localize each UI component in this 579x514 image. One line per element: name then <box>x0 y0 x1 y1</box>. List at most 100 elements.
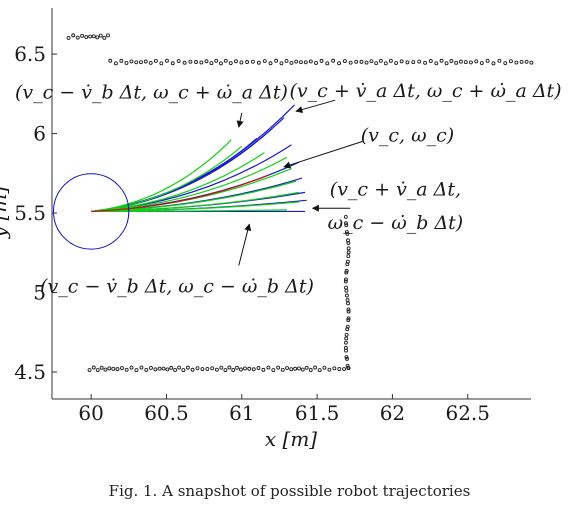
obstacle-point <box>80 33 85 38</box>
annotation-label: (v_c, ω_c) <box>361 125 454 147</box>
obstacle-point <box>113 61 118 66</box>
obstacle-point <box>106 33 110 38</box>
obstacle-point <box>234 59 238 64</box>
obstacle-point <box>345 324 350 329</box>
obstacle-point <box>242 366 247 371</box>
obstacle-point <box>417 59 422 64</box>
obstacle-point <box>344 285 348 290</box>
obstacle-point <box>161 366 166 371</box>
obstacle-point <box>239 60 244 65</box>
annotation-label: (v_c − v̇_b Δt, ω_c + ω̇_a Δt) <box>15 82 288 104</box>
obstacle-point <box>359 59 364 64</box>
axes <box>51 8 531 400</box>
obstacle-point <box>300 367 305 372</box>
obstacle-point <box>170 61 175 66</box>
obstacle-point <box>294 59 299 64</box>
obstacle-point <box>188 59 193 64</box>
obstacle-point <box>308 59 313 64</box>
obstacle-point <box>219 365 224 370</box>
obstacle-point <box>276 365 281 370</box>
x-tick-label: 60 <box>78 401 103 425</box>
obstacle-point <box>394 61 399 65</box>
obstacle-point <box>428 59 433 63</box>
obstacle-point <box>434 61 439 66</box>
trajectory-green <box>91 145 243 213</box>
obstacle-point <box>524 59 529 64</box>
obstacle-point <box>344 293 349 298</box>
obstacle-points <box>66 33 534 373</box>
annotation-arrow <box>236 112 244 128</box>
obstacle-point <box>214 367 219 372</box>
obstacle-point <box>279 61 284 66</box>
obstacle-point <box>159 61 164 66</box>
obstacle-point <box>342 59 347 64</box>
obstacle-point <box>337 366 342 371</box>
obstacle-point <box>176 59 181 63</box>
obstacle-point <box>204 59 209 64</box>
obstacle-point <box>195 366 200 371</box>
obstacle-point <box>327 367 332 372</box>
obstacle-point <box>71 33 76 38</box>
obstacle-point <box>411 60 416 65</box>
obstacle-point <box>346 365 351 370</box>
obstacle-point <box>344 221 348 226</box>
obstacle-point <box>181 368 186 373</box>
x-axis-label: x [m] <box>265 427 317 451</box>
obstacle-point <box>345 363 350 368</box>
obstacle-point <box>209 61 214 66</box>
obstacle-point <box>103 367 108 372</box>
obstacle-point <box>227 365 232 370</box>
obstacle-point <box>289 60 294 65</box>
obstacle-point <box>344 355 349 359</box>
obstacle-point <box>423 60 428 65</box>
obstacle-point <box>111 366 116 371</box>
obstacle-point <box>107 366 112 371</box>
y-ticks: 4.5 5 5.5 6 6.5 <box>14 42 57 384</box>
obstacle-point <box>91 365 96 370</box>
obstacle-point <box>313 365 318 370</box>
obstacle-point <box>346 301 350 306</box>
obstacle-point <box>108 58 113 63</box>
obstacle-point <box>153 58 158 63</box>
obstacle-point <box>503 61 508 66</box>
obstacle-point <box>214 58 219 63</box>
obstacle-point <box>75 35 80 40</box>
obstacle-point <box>247 366 252 371</box>
obstacle-point <box>474 59 479 64</box>
obstacle-point <box>157 366 162 371</box>
obstacle-point <box>238 367 243 372</box>
obstacle-point <box>223 58 228 63</box>
y-axis-label: y [m] <box>0 186 11 239</box>
obstacle-point <box>364 60 369 65</box>
robot-circle <box>53 173 130 250</box>
obstacle-point <box>514 60 519 65</box>
obstacle-point <box>173 368 178 372</box>
trajectory-red <box>91 174 270 213</box>
obstacle-point <box>129 59 134 64</box>
x-tick-label: 62 <box>380 401 405 425</box>
obstacle-point <box>261 367 266 372</box>
trajectory-plot: 60 60.5 61 61.5 62 62.5 4.5 5 5.5 6 6.5 x [m] y [… <box>0 8 562 451</box>
obstacle-point <box>143 59 148 64</box>
obstacle-point <box>308 368 313 372</box>
obstacle-point <box>148 60 153 65</box>
obstacle-point <box>346 254 351 259</box>
trajectory-blue <box>91 117 285 213</box>
obstacle-point <box>491 61 496 66</box>
figure-caption: Fig. 1. A snapshot of possible robot tra… <box>108 482 471 500</box>
obstacle-point <box>444 61 449 66</box>
obstacle-point <box>304 365 309 370</box>
obstacle-point <box>177 365 182 370</box>
obstacle-point <box>344 288 349 293</box>
obstacle-point <box>297 366 301 371</box>
obstacle-point <box>91 34 96 39</box>
trajectory-lines <box>91 104 307 213</box>
y-tick-label: 5 <box>33 281 46 305</box>
obstacle-point <box>463 60 468 65</box>
obstacle-point <box>266 365 271 370</box>
obstacle-point <box>346 318 351 323</box>
obstacle-point <box>250 59 255 64</box>
obstacle-point <box>342 367 347 372</box>
obstacle-point <box>99 365 104 370</box>
obstacle-point <box>149 365 153 370</box>
